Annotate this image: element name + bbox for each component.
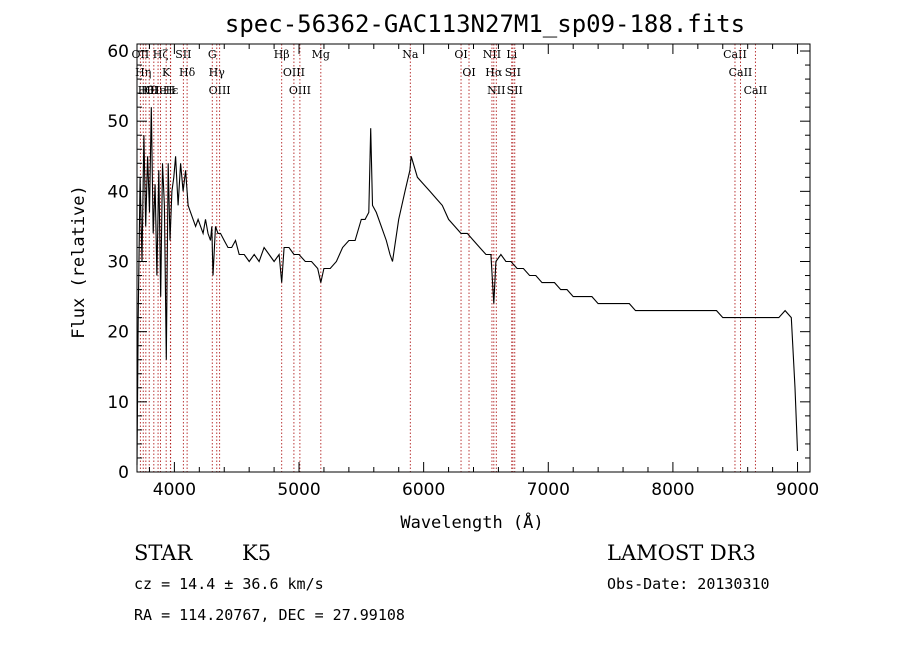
x-tick-label: 5000 xyxy=(277,480,320,500)
line-label-28: CaII xyxy=(723,48,747,61)
line-label-24: NII xyxy=(487,84,505,97)
object-subclass: K5 xyxy=(242,541,271,565)
object-class: STAR xyxy=(134,541,193,565)
line-label-2: Hθ xyxy=(138,84,155,97)
line-label-16: OIII xyxy=(283,66,305,79)
spectral-line-markers: OIIHηHθHθOIIHeHζKHHεSIIHδGHγOIIIHβOIIIOI… xyxy=(132,44,768,472)
line-label-15: Hβ xyxy=(274,48,290,61)
line-label-13: Hγ xyxy=(209,66,226,79)
x-tick-label: 6000 xyxy=(402,480,445,500)
y-axis: 0 10 20 30 40 50 60 xyxy=(107,42,810,483)
line-label-21: OI xyxy=(462,66,475,79)
line-label-29: CaII xyxy=(729,66,753,79)
line-label-26: SII xyxy=(505,66,521,79)
line-label-22: NII xyxy=(483,48,501,61)
x-axis: 4000 5000 6000 7000 8000 9000 xyxy=(148,44,819,500)
line-label-6: Hζ xyxy=(153,48,169,61)
line-label-23: Hα xyxy=(485,66,503,79)
chart-title: spec-56362-GAC113N27M1_sp09-188.fits xyxy=(225,10,745,38)
observation-date: Obs-Date: 20130310 xyxy=(607,575,770,593)
y-tick-label: 20 xyxy=(107,323,129,343)
line-label-7: K xyxy=(162,66,171,79)
y-tick-label: 10 xyxy=(107,393,129,413)
line-label-18: Mg xyxy=(312,48,330,61)
x-tick-label: 9000 xyxy=(776,480,819,500)
line-label-10: SII xyxy=(175,48,191,61)
y-tick-label: 0 xyxy=(118,463,129,483)
line-label-30: CaII xyxy=(744,84,768,97)
survey-name: LAMOST DR3 xyxy=(607,541,756,565)
line-label-14: OIII xyxy=(209,84,231,97)
x-tick-label: 4000 xyxy=(153,480,196,500)
plot-frame xyxy=(136,43,811,473)
ra-dec-coordinates: RA = 114.20767, DEC = 27.99108 xyxy=(134,606,405,624)
line-label-27: SII xyxy=(507,84,523,97)
y-tick-label: 40 xyxy=(107,182,129,202)
line-label-17: OIII xyxy=(289,84,311,97)
x-tick-label: 8000 xyxy=(651,480,694,500)
y-axis-label: Flux (relative) xyxy=(69,185,89,339)
line-label-12: G xyxy=(208,48,217,61)
line-label-1: Hη xyxy=(135,66,151,79)
line-label-5: He xyxy=(150,84,166,97)
y-tick-label: 60 xyxy=(107,42,129,62)
line-label-20: OI xyxy=(454,48,467,61)
redshift-velocity: cz = 14.4 ± 36.6 km/s xyxy=(134,575,324,593)
line-label-9: Hε xyxy=(163,84,179,97)
line-label-0: OII xyxy=(132,48,150,61)
line-label-11: Hδ xyxy=(179,66,196,79)
x-axis-label: Wavelength (Å) xyxy=(400,511,543,533)
spectrum-line xyxy=(136,107,799,466)
x-tick-label: 7000 xyxy=(527,480,570,500)
y-tick-label: 50 xyxy=(107,112,129,132)
line-label-19: Na xyxy=(402,48,419,61)
y-tick-label: 30 xyxy=(107,253,129,273)
line-label-25: Li xyxy=(506,48,517,61)
